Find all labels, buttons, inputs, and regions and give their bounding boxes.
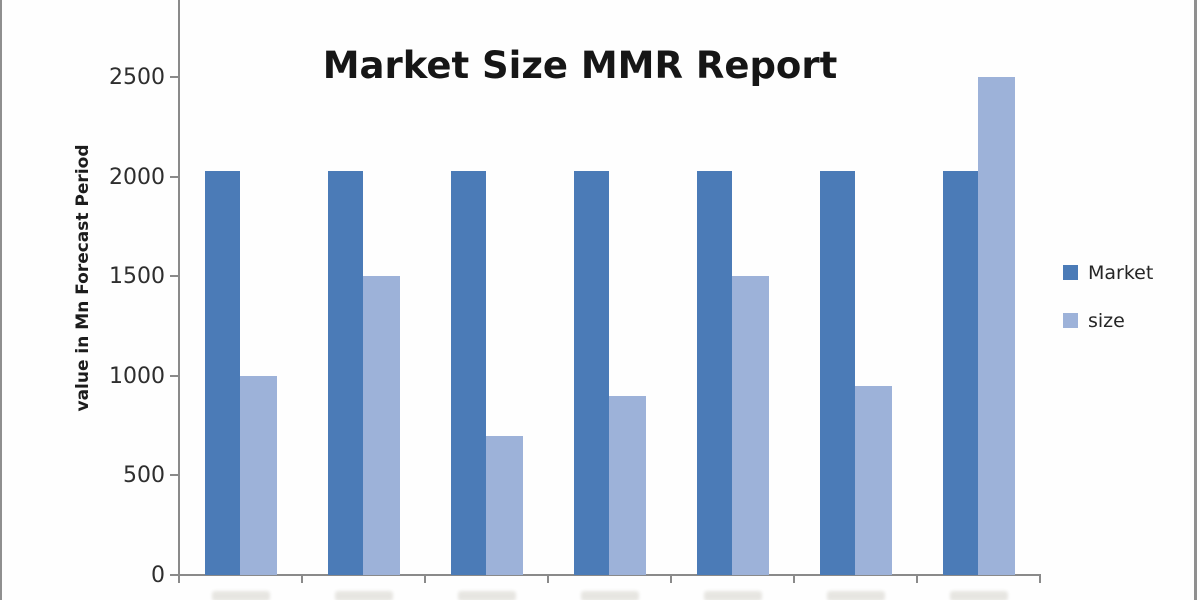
legend-label-market: Market (1088, 262, 1154, 284)
legend-swatch-size (1063, 313, 1078, 328)
x-axis-label-clipped (950, 591, 1008, 600)
bar-market (697, 170, 732, 575)
x-tick-mark (1039, 575, 1041, 583)
bar-size (732, 276, 769, 575)
y-tick-mark (170, 76, 179, 78)
y-tick-label: 2500 (109, 65, 165, 90)
y-tick-label: 0 (151, 563, 165, 588)
bar-market (451, 170, 486, 575)
bar-market (205, 170, 240, 575)
x-axis-line (170, 574, 1041, 576)
y-tick-label: 2000 (109, 164, 165, 190)
y-tick-label: 1500 (109, 264, 165, 290)
bar-market (943, 170, 978, 575)
bar-market (820, 170, 855, 575)
y-tick-label: 500 (123, 463, 165, 489)
x-tick-mark (547, 575, 549, 583)
x-axis-label-clipped (458, 591, 516, 600)
x-tick-mark (301, 575, 303, 583)
y-tick-mark (170, 474, 179, 477)
y-tick-mark (170, 574, 179, 576)
x-tick-mark (916, 575, 918, 583)
bar-market (328, 170, 363, 575)
y-tick-label: 1000 (109, 363, 165, 389)
y-tick-mark (170, 175, 179, 178)
y-axis-title: value in Mn Forecast Period (73, 144, 93, 412)
bar-size (363, 276, 400, 575)
bar-size (486, 435, 523, 575)
legend-label-size: size (1088, 310, 1125, 332)
page-border-left (0, 0, 2, 600)
bar-size (978, 77, 1015, 575)
x-axis-label-clipped (212, 591, 270, 600)
x-tick-mark (178, 575, 180, 583)
y-axis-line (178, 0, 180, 576)
x-axis-label-clipped (827, 591, 885, 600)
x-tick-mark (424, 575, 426, 583)
y-tick-mark (170, 374, 179, 377)
bar-size (855, 385, 892, 575)
x-tick-mark (793, 575, 795, 583)
x-axis-label-clipped (335, 591, 393, 600)
x-axis-label-clipped (581, 591, 639, 600)
bar-market (574, 170, 609, 575)
x-tick-mark (670, 575, 672, 583)
chart-title: Market Size MMR Report (322, 44, 838, 87)
bar-size (240, 375, 277, 575)
x-axis-label-clipped (704, 591, 762, 600)
page-border-right (1194, 0, 1197, 600)
bar-size (609, 395, 646, 575)
legend-swatch-market (1063, 265, 1078, 280)
y-tick-mark (170, 275, 179, 278)
